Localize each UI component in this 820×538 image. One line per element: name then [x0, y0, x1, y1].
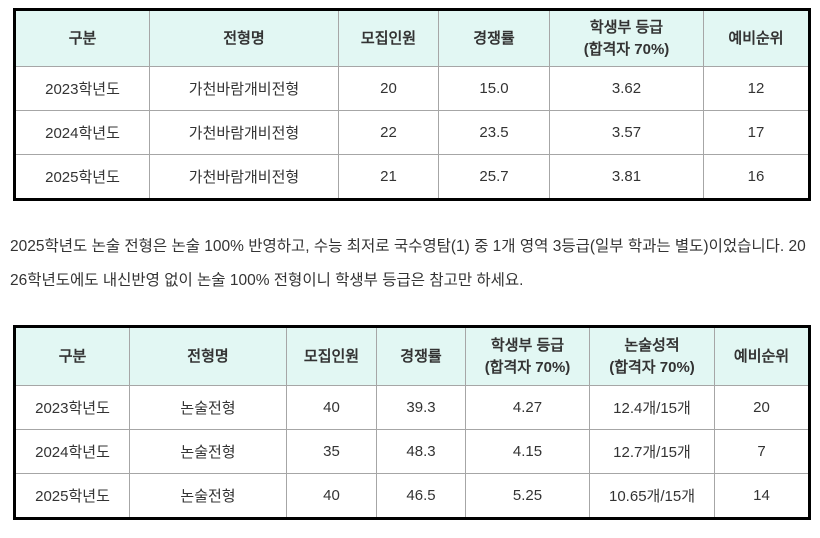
header-essay-score: 논술성적 (합격자 70%)	[589, 326, 715, 386]
cell-year: 2024학년도	[14, 110, 150, 155]
cell-gpa: 3.57	[549, 110, 704, 155]
cell-waitlist-rank: 20	[714, 385, 810, 430]
cell-quota: 35	[286, 429, 377, 474]
table-header-row: 구분 전형명 모집인원 경쟁률 학생부 등급 (합격자 70%) 예비순위	[14, 9, 810, 67]
cell-gpa: 3.62	[549, 66, 704, 111]
table-row: 2023학년도 가천바람개비전형 20 15.0 3.62 12	[14, 66, 810, 111]
cell-gpa: 4.27	[465, 385, 590, 430]
header-admission-name: 전형명	[129, 326, 287, 386]
cell-essay-score: 12.7개/15개	[589, 429, 715, 474]
cell-quota: 21	[338, 154, 439, 200]
cell-gpa: 3.81	[549, 154, 704, 200]
cell-essay-score: 12.4개/15개	[589, 385, 715, 430]
cell-quota: 20	[338, 66, 439, 111]
cell-competition-rate: 15.0	[438, 66, 550, 111]
table-row: 2025학년도 가천바람개비전형 21 25.7 3.81 16	[14, 154, 810, 200]
cell-competition-rate: 23.5	[438, 110, 550, 155]
cell-admission-name: 논술전형	[129, 473, 287, 519]
cell-quota: 22	[338, 110, 439, 155]
cell-admission-name: 가천바람개비전형	[149, 110, 339, 155]
cell-waitlist-rank: 12	[703, 66, 810, 111]
cell-year: 2025학년도	[14, 473, 130, 519]
header-gpa: 학생부 등급 (합격자 70%)	[549, 9, 704, 67]
cell-waitlist-rank: 16	[703, 154, 810, 200]
header-waitlist-rank: 예비순위	[703, 9, 810, 67]
table-row: 2024학년도 논술전형 35 48.3 4.15 12.7개/15개 7	[14, 429, 810, 474]
header-competition-rate: 경쟁률	[376, 326, 466, 386]
pinwheel-admission-table: 구분 전형명 모집인원 경쟁률 학생부 등급 (합격자 70%) 예비순위 20…	[13, 8, 811, 201]
cell-competition-rate: 25.7	[438, 154, 550, 200]
cell-competition-rate: 39.3	[376, 385, 466, 430]
header-gpa: 학생부 등급 (합격자 70%)	[465, 326, 590, 386]
header-quota: 모집인원	[338, 9, 439, 67]
essay-admission-table: 구분 전형명 모집인원 경쟁률 학생부 등급 (합격자 70%) 논술성적 (합…	[13, 325, 811, 520]
header-quota: 모집인원	[286, 326, 377, 386]
cell-admission-name: 논술전형	[129, 385, 287, 430]
cell-year: 2023학년도	[14, 66, 150, 111]
cell-quota: 40	[286, 385, 377, 430]
cell-admission-name: 가천바람개비전형	[149, 154, 339, 200]
cell-competition-rate: 48.3	[376, 429, 466, 474]
cell-quota: 40	[286, 473, 377, 519]
cell-essay-score: 10.65개/15개	[589, 473, 715, 519]
table-row: 2023학년도 논술전형 40 39.3 4.27 12.4개/15개 20	[14, 385, 810, 430]
cell-gpa: 4.15	[465, 429, 590, 474]
header-competition-rate: 경쟁률	[438, 9, 550, 67]
table-header-row: 구분 전형명 모집인원 경쟁률 학생부 등급 (합격자 70%) 논술성적 (합…	[14, 326, 810, 386]
cell-waitlist-rank: 17	[703, 110, 810, 155]
cell-year: 2024학년도	[14, 429, 130, 474]
cell-year: 2025학년도	[14, 154, 150, 200]
cell-admission-name: 가천바람개비전형	[149, 66, 339, 111]
cell-gpa: 5.25	[465, 473, 590, 519]
header-admission-name: 전형명	[149, 9, 339, 67]
cell-waitlist-rank: 14	[714, 473, 810, 519]
header-category: 구분	[14, 9, 150, 67]
cell-waitlist-rank: 7	[714, 429, 810, 474]
table-row: 2025학년도 논술전형 40 46.5 5.25 10.65개/15개 14	[14, 473, 810, 519]
table-row: 2024학년도 가천바람개비전형 22 23.5 3.57 17	[14, 110, 810, 155]
cell-year: 2023학년도	[14, 385, 130, 430]
header-category: 구분	[14, 326, 130, 386]
cell-competition-rate: 46.5	[376, 473, 466, 519]
cell-admission-name: 논술전형	[129, 429, 287, 474]
commentary-paragraph: 2025학년도 논술 전형은 논술 100% 반영하고, 수능 최저로 국수영탐…	[10, 238, 806, 289]
header-waitlist-rank: 예비순위	[714, 326, 810, 386]
